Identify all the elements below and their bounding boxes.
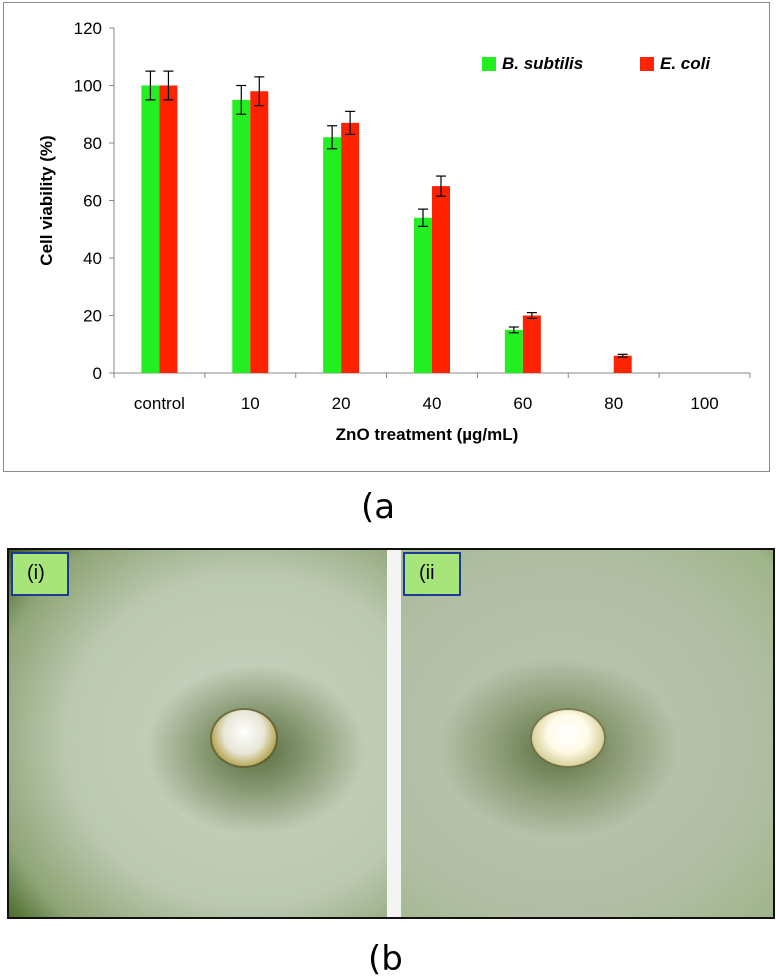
bar bbox=[159, 85, 178, 373]
bar bbox=[504, 329, 523, 373]
panel-label-ii: (ii bbox=[403, 552, 461, 596]
x-tick-label: 20 bbox=[332, 394, 351, 413]
x-tick-label: control bbox=[134, 394, 185, 413]
panel-label-i: (i) bbox=[11, 552, 69, 596]
agar-plate-photo-panel: (i) (ii bbox=[7, 548, 775, 919]
y-tick-label: 80 bbox=[83, 134, 102, 153]
well-left bbox=[212, 710, 276, 766]
caption-b: (b bbox=[368, 939, 403, 979]
bar bbox=[250, 91, 269, 373]
chart-frame: 0 20 40 60 80 100 120 control 10 20 40 60 80 100 ZnO t… bbox=[3, 2, 770, 472]
legend-swatch bbox=[640, 57, 654, 71]
bar bbox=[613, 355, 632, 373]
y-axis-title: Cell viability (%) bbox=[37, 135, 56, 265]
bar bbox=[522, 315, 541, 373]
y-tick-label: 20 bbox=[83, 307, 102, 326]
bar bbox=[414, 217, 432, 373]
panel-divider bbox=[387, 550, 401, 917]
y-tick-label: 40 bbox=[83, 249, 102, 268]
bar bbox=[141, 85, 160, 373]
bar bbox=[323, 137, 342, 373]
y-tick-label: 100 bbox=[74, 77, 102, 96]
y-tick-label: 60 bbox=[83, 192, 102, 211]
x-tick-label: 10 bbox=[241, 394, 260, 413]
y-tick-label: 0 bbox=[93, 364, 102, 383]
bar bbox=[232, 99, 251, 373]
well-right bbox=[532, 710, 604, 766]
x-tick-label: 60 bbox=[513, 394, 532, 413]
petri-dish-right: (ii bbox=[401, 550, 773, 917]
legend-label: B. subtilis bbox=[502, 54, 583, 73]
legend-label: E. coli bbox=[660, 54, 711, 73]
x-axis-title: ZnO treatment (µg/mL) bbox=[336, 425, 519, 444]
caption-a: (a bbox=[361, 487, 396, 527]
petri-dish-left: (i) bbox=[9, 550, 387, 917]
x-tick-label: 80 bbox=[604, 394, 623, 413]
y-tick-label: 120 bbox=[74, 19, 102, 38]
x-tick-label: 40 bbox=[423, 394, 442, 413]
legend-swatch bbox=[482, 57, 496, 71]
x-tick-label: 100 bbox=[690, 394, 718, 413]
bar bbox=[432, 186, 450, 373]
bar bbox=[341, 122, 360, 373]
bar-chart: 0 20 40 60 80 100 120 control 10 20 40 60 80 100 ZnO t… bbox=[37, 19, 751, 444]
